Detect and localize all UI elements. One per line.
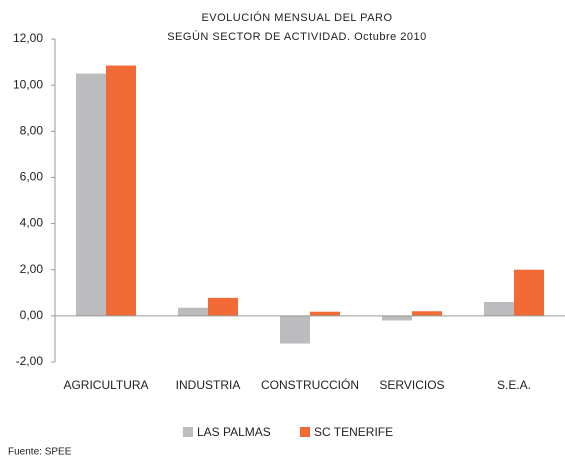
y-tick-label: 8,00 — [20, 123, 44, 137]
y-tick-label: 12,00 — [13, 31, 43, 45]
bar — [208, 297, 238, 316]
y-tick-label: 0,00 — [20, 308, 44, 322]
legend-label: SC TENERIFE — [314, 425, 393, 439]
x-tick-label: AGRICULTURA — [63, 378, 148, 392]
bar — [76, 73, 106, 316]
chart-subtitle: SEGÚN SECTOR DE ACTIVIDAD. Octubre 2010 — [167, 30, 427, 43]
bar — [514, 269, 544, 316]
y-tick-label: -2,00 — [16, 354, 44, 368]
y-tick-label: 4,00 — [20, 216, 44, 230]
legend-label: LAS PALMAS — [197, 425, 271, 439]
source-note: Fuente: SPEE — [8, 447, 72, 457]
bar — [310, 311, 340, 316]
bar — [412, 311, 442, 316]
chart-title: EVOLUCIÓN MENSUAL DEL PARO — [201, 11, 392, 24]
x-tick-label: S.E.A. — [497, 378, 531, 392]
legend-swatch — [183, 427, 193, 437]
y-tick-label: 10,00 — [13, 77, 43, 91]
bar — [280, 315, 310, 344]
x-tick-label: CONSTRUCCIÓN — [261, 377, 359, 392]
x-tick-label: SERVICIOS — [379, 378, 444, 392]
y-tick-label: 6,00 — [20, 170, 44, 184]
y-tick-label: 2,00 — [20, 262, 44, 276]
x-tick-label: INDUSTRIA — [176, 378, 241, 392]
bar — [484, 302, 514, 316]
bar — [178, 307, 208, 316]
legend-swatch — [300, 427, 310, 437]
bar — [382, 315, 412, 321]
bar — [106, 65, 136, 316]
